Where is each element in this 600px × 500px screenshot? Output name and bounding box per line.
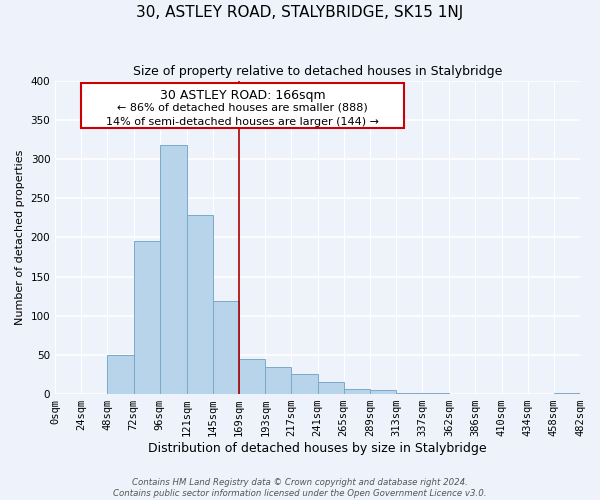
Text: ← 86% of detached houses are smaller (888): ← 86% of detached houses are smaller (88… <box>117 102 368 113</box>
Bar <box>107 355 134 394</box>
Bar <box>344 388 370 394</box>
Text: 30, ASTLEY ROAD, STALYBRIDGE, SK15 1NJ: 30, ASTLEY ROAD, STALYBRIDGE, SK15 1NJ <box>136 5 464 20</box>
Y-axis label: Number of detached properties: Number of detached properties <box>15 150 25 325</box>
Bar <box>187 216 213 394</box>
Title: Size of property relative to detached houses in Stalybridge: Size of property relative to detached ho… <box>133 65 502 78</box>
Text: 30 ASTLEY ROAD: 166sqm: 30 ASTLEY ROAD: 166sqm <box>160 89 325 102</box>
Bar <box>160 145 187 394</box>
Text: Contains HM Land Registry data © Crown copyright and database right 2024.
Contai: Contains HM Land Registry data © Crown c… <box>113 478 487 498</box>
Text: 14% of semi-detached houses are larger (144) →: 14% of semi-detached houses are larger (… <box>106 116 379 126</box>
Bar <box>265 366 292 394</box>
X-axis label: Distribution of detached houses by size in Stalybridge: Distribution of detached houses by size … <box>148 442 487 455</box>
Bar <box>554 392 580 394</box>
Bar <box>317 382 344 394</box>
Bar <box>134 241 160 394</box>
Bar <box>370 390 396 394</box>
Bar <box>239 359 265 394</box>
Bar <box>292 374 317 394</box>
FancyBboxPatch shape <box>81 83 404 128</box>
Bar <box>213 301 239 394</box>
